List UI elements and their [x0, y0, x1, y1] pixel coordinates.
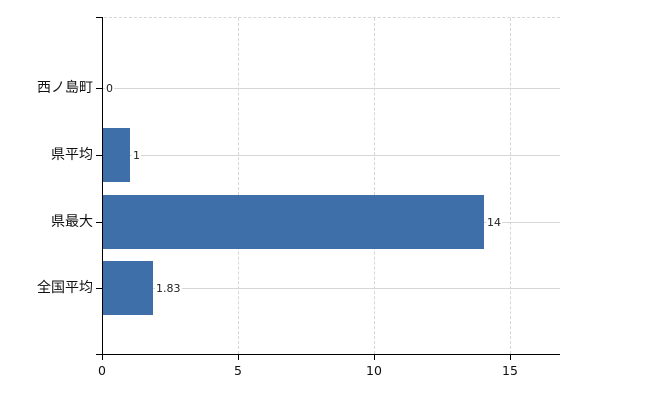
gridline-x-15	[510, 18, 511, 354]
bar-県最大	[103, 195, 484, 249]
x-axis-tick-label: 10	[366, 363, 382, 378]
gridline-category	[103, 155, 560, 156]
y-axis-tick	[96, 88, 102, 89]
value-label: 1.83	[155, 282, 182, 295]
y-axis-tick	[96, 155, 102, 156]
x-axis-tick	[238, 355, 239, 360]
value-label: 14	[486, 216, 502, 229]
x-axis-tick	[510, 355, 511, 360]
gridline-top	[104, 17, 560, 18]
x-axis-tick	[374, 355, 375, 360]
bar-県平均	[103, 128, 130, 182]
category-label: 県平均	[51, 147, 93, 163]
gridline-x-10	[374, 18, 375, 354]
x-axis-tick-label: 5	[234, 363, 242, 378]
bar-全国平均	[103, 261, 153, 315]
y-axis-end-tick	[96, 17, 102, 18]
x-axis-tick-label: 15	[502, 363, 518, 378]
category-label: 西ノ島町	[37, 80, 93, 96]
x-axis-tick	[102, 355, 103, 360]
value-label: 0	[105, 82, 114, 95]
gridline-category	[103, 288, 560, 289]
gridline-category	[103, 88, 560, 89]
value-label: 1	[132, 149, 141, 162]
y-axis-line	[102, 17, 103, 359]
category-label: 県最大	[51, 214, 93, 230]
x-axis-line	[96, 354, 560, 355]
category-label: 全国平均	[37, 280, 93, 296]
y-axis-tick	[96, 288, 102, 289]
gridline-x-5	[238, 18, 239, 354]
y-axis-tick	[96, 222, 102, 223]
x-axis-tick-label: 0	[98, 363, 106, 378]
